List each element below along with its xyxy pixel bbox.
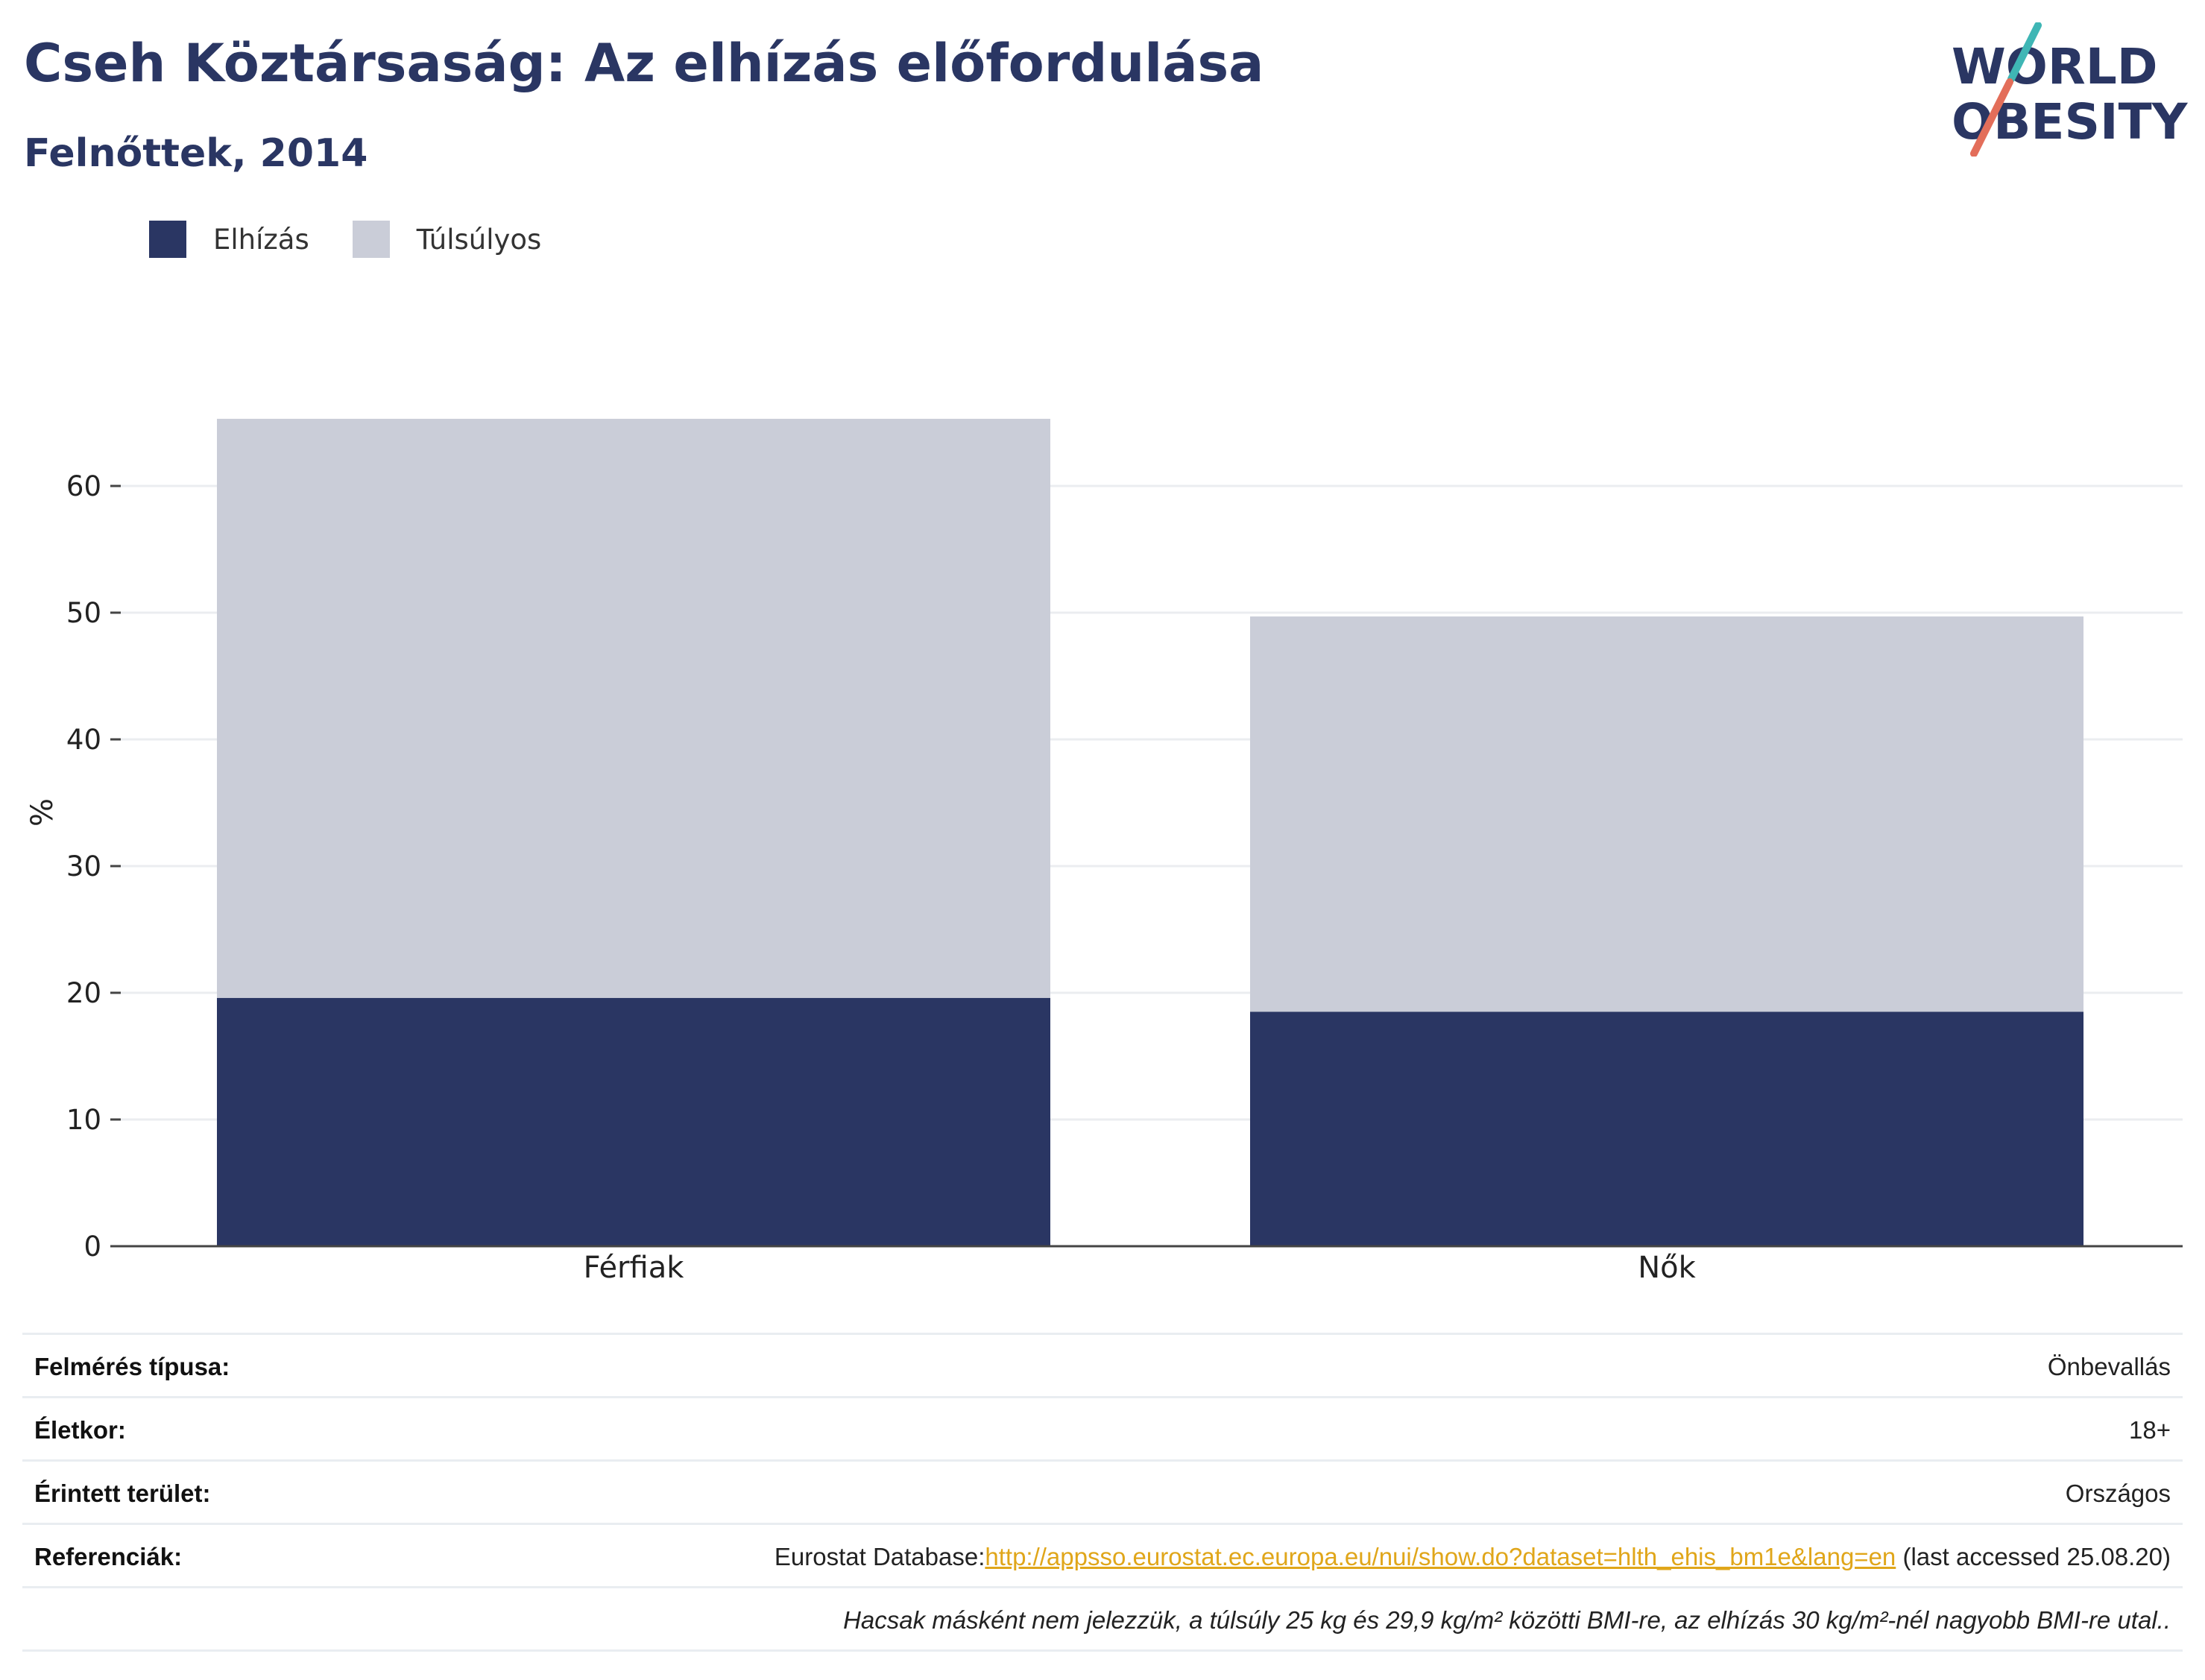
y-tick-label-30: 30 [66,850,101,882]
logo-slash-teal [2007,22,2042,83]
legend-label-obesity: Elhízás [213,223,309,256]
info-key-references: Referenciák: [34,1543,183,1570]
chart-title: Cseh Köztársaság: Az elhízás előfordulás… [24,33,1264,94]
info-val-area: Országos [2065,1480,2171,1507]
info-key-survey: Felmérés típusa: [34,1353,230,1380]
y-tick-label-40: 40 [66,724,101,756]
info-row-survey: Felmérés típusa: Önbevallás [22,1333,2183,1396]
chart-subtitle: Felnőttek, 2014 [24,131,368,176]
reference-prefix: Eurostat Database: [774,1543,985,1570]
x-tick-label-men: Férfiak [584,1251,685,1285]
info-key-area: Érintett terület: [34,1480,211,1507]
y-tick-label-60: 60 [66,470,101,502]
y-tick-label-0: 0 [83,1231,101,1263]
y-axis-label: % [25,798,60,827]
reference-link[interactable]: http://appsso.eurostat.ec.europa.eu/nui/… [985,1543,1896,1570]
y-tick-label-10: 10 [66,1104,101,1136]
reference-suffix: (last accessed 25.08.20) [1896,1543,2171,1570]
info-row-references: Referenciák: Eurostat Database:http://ap… [22,1523,2183,1586]
bar-overweight-men [217,418,1050,998]
legend-item-obesity[interactable]: Elhízás [149,221,309,258]
info-val-age: 18+ [2129,1416,2171,1444]
info-row-age: Életkor: 18+ [22,1396,2183,1459]
x-tick-label-women: Nők [1638,1251,1696,1285]
bar-overweight-women [1250,616,2083,1012]
info-key-age: Életkor: [34,1416,126,1444]
definition-note: Hacsak másként nem jelezzük, a túlsúly 2… [843,1606,2171,1634]
info-row-area: Érintett terület: Országos [22,1459,2183,1523]
logo-line1: WORLD [1952,38,2158,95]
info-val-references: Eurostat Database:http://appsso.eurostat… [775,1543,2171,1571]
legend-item-overweight[interactable]: Túlsúlyos [352,221,542,258]
bar-obesity-women [1250,1011,2083,1246]
logo-slash-coral [1970,78,2013,157]
legend-swatch-overweight [352,221,390,258]
bar-obesity-men [217,997,1050,1246]
y-tick-label-50: 50 [66,597,101,629]
legend-swatch-obesity [149,221,186,258]
stacked-bar-chart: 0 10 20 30 40 50 60% Férfiak Nők [25,418,2183,1285]
info-row-note: Hacsak másként nem jelezzük, a túlsúly 2… [22,1586,2183,1652]
info-table: Felmérés típusa: Önbevallás Életkor: 18+… [22,1333,2183,1652]
y-tick-label-20: 20 [66,977,101,1009]
world-obesity-logo: WORLD OBESITY [1952,22,2189,157]
info-val-survey: Önbevallás [2047,1353,2171,1380]
legend-label-overweight: Túlsúlyos [416,223,542,256]
chart-legend: Elhízás Túlsúlyos [149,221,584,258]
